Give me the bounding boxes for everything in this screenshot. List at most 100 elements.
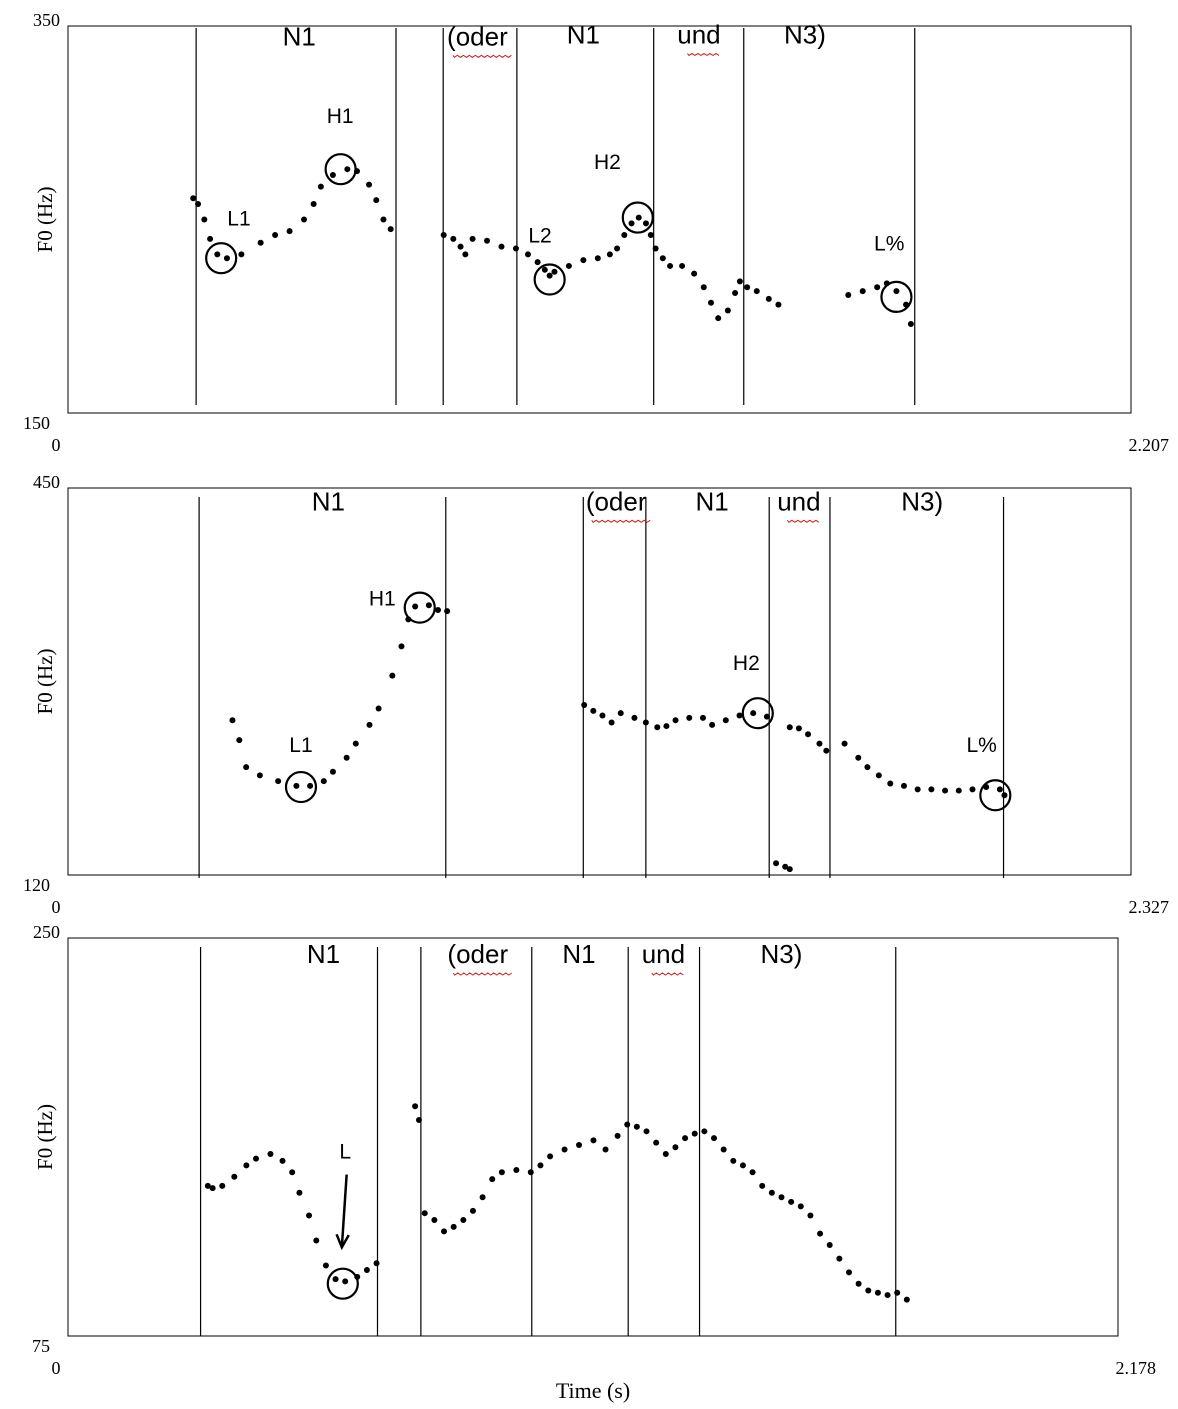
spellcheck-underline [452,54,512,59]
f0-point [594,255,601,262]
f0-point [375,705,382,712]
f0-point [914,786,921,793]
word-label: N1 [695,486,728,516]
f0-point [662,1151,669,1158]
f0-point [907,320,914,327]
f0-point [855,1280,862,1287]
word-label: N3) [761,939,803,969]
f0-point [581,701,588,708]
f0-point [765,295,772,302]
f0-point [214,251,221,258]
f0-point [332,1276,339,1283]
f0-point [602,1146,609,1153]
word-label: (oder [586,486,647,516]
f0-point [272,231,279,238]
f0-point [691,270,698,277]
word-label: N1 [567,19,600,49]
word-label: N1 [283,21,316,51]
tone-target-circle [880,280,913,313]
f0-point [893,288,900,295]
f0-point [380,216,387,223]
f0-point [306,1212,313,1219]
f0-point [204,1182,211,1189]
x-max-label: 2.207 [1129,435,1170,455]
f0-point [415,1116,422,1123]
f0-point [498,243,505,250]
x-min-label: 0 [52,1358,61,1378]
f0-point [778,1194,785,1201]
f0-point [865,1287,872,1294]
f0-point [279,1157,286,1164]
f0-point [682,1135,689,1142]
tone-target-circle [979,779,1012,812]
f0-point [243,764,250,771]
f0-point [537,1162,544,1169]
f0-point [389,672,396,679]
y-max-label: 350 [33,10,60,30]
f0-point [667,262,674,269]
f0-point [293,782,300,789]
tone-target-circle [533,263,566,296]
f0-point [498,1169,505,1176]
plot-frame [67,25,1132,414]
f0-point [541,266,548,273]
f0-point [599,712,606,719]
f0-point [652,245,659,252]
f0-point [344,166,351,173]
f0-point [267,1151,274,1158]
f0-point [366,721,373,728]
f0-point [884,1292,891,1299]
f0-point [701,1128,708,1135]
f0-point [686,714,693,721]
f0-point [310,201,317,208]
f0-point [928,786,935,793]
word-label: und [777,486,820,516]
f0-point [969,786,976,793]
f0-point [561,1146,568,1153]
f0-point [672,717,679,724]
word-label: N1 [312,486,345,516]
f0-point [903,1296,910,1303]
y-min-label: 75 [32,1336,50,1356]
f0-point [207,235,214,242]
spellcheck-underline [786,519,820,523]
f0-point [231,1173,238,1180]
word-label: N1 [562,939,595,969]
tone-label: H2 [594,151,621,174]
f0-point [534,259,541,266]
f0-point [708,299,715,306]
x-max-label: 2.178 [1116,1358,1157,1378]
f0-point [317,183,324,190]
f0-point [709,721,716,728]
y-axis-label: F0 (Hz) [33,1104,57,1170]
tone-label: L% [874,232,904,255]
tone-label: L1 [227,207,250,230]
f0-point [398,643,405,650]
f0-point [807,1212,814,1219]
f0-point [720,1146,727,1153]
f0-point [797,1203,804,1210]
f0-point [621,231,628,238]
f0-point [786,724,793,731]
f0-point [859,288,866,295]
f0-point [663,723,670,730]
x-min-label: 0 [52,897,61,917]
f0-point [253,1155,260,1162]
f0-point [441,1228,448,1235]
f0-point [201,216,208,223]
f0-point [301,216,308,223]
f0-point [387,226,394,233]
f0-point [996,786,1003,793]
f0-point [435,606,442,613]
f0-point [366,181,373,188]
tone-label: L2 [528,225,551,248]
arrow-shaft [340,1174,348,1248]
f0-point [722,717,729,724]
f0-point [450,235,457,242]
f0-point [855,754,862,761]
f0-point [614,1132,621,1139]
f0-point [425,602,432,609]
f0-point [739,1162,746,1169]
